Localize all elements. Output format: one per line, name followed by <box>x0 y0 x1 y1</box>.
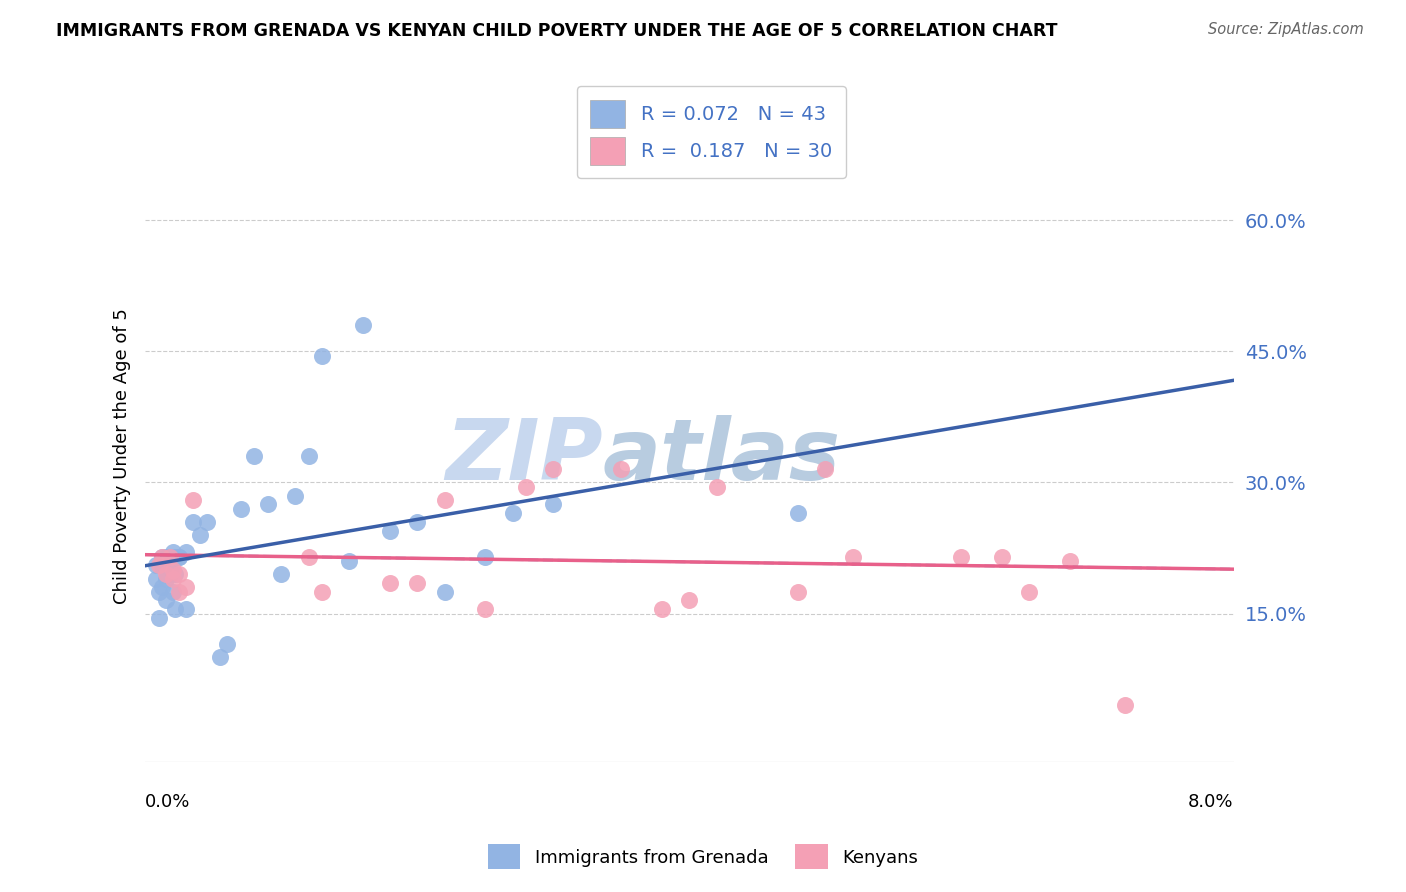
Point <box>155 572 177 586</box>
Point <box>150 549 173 564</box>
Point <box>515 480 537 494</box>
Point <box>1114 698 1136 713</box>
Point <box>188 528 211 542</box>
Point <box>1059 554 1081 568</box>
Point <box>337 554 360 568</box>
Point <box>433 492 456 507</box>
Point <box>311 349 333 363</box>
Point <box>145 572 167 586</box>
Point <box>215 637 238 651</box>
Legend: R = 0.072   N = 43, R =  0.187   N = 30: R = 0.072 N = 43, R = 0.187 N = 30 <box>576 87 845 178</box>
Point <box>433 584 456 599</box>
Point <box>174 580 197 594</box>
Point <box>229 501 252 516</box>
Point <box>651 602 673 616</box>
Point <box>155 567 177 582</box>
Point <box>406 515 429 529</box>
Point <box>150 549 173 564</box>
Point <box>243 449 266 463</box>
Point <box>209 650 232 665</box>
Point <box>297 449 319 463</box>
Point <box>181 515 204 529</box>
Point <box>155 549 177 564</box>
Point <box>352 318 374 332</box>
Point <box>148 558 170 573</box>
Point <box>474 549 496 564</box>
Point <box>174 602 197 616</box>
Point <box>162 563 184 577</box>
Point <box>162 584 184 599</box>
Point <box>165 567 187 582</box>
Point <box>155 593 177 607</box>
Point <box>162 545 184 559</box>
Point <box>814 462 837 476</box>
Point <box>159 549 181 564</box>
Point <box>169 549 191 564</box>
Point <box>502 506 524 520</box>
Text: 0.0%: 0.0% <box>145 793 191 811</box>
Point <box>787 506 810 520</box>
Point <box>165 549 187 564</box>
Point <box>159 549 181 564</box>
Point <box>311 584 333 599</box>
Y-axis label: Child Poverty Under the Age of 5: Child Poverty Under the Age of 5 <box>114 309 131 604</box>
Point <box>678 593 700 607</box>
Point <box>1018 584 1040 599</box>
Point <box>543 462 565 476</box>
Point <box>706 480 728 494</box>
Point <box>162 572 184 586</box>
Point <box>150 580 173 594</box>
Point <box>169 549 191 564</box>
Point <box>297 549 319 564</box>
Point <box>145 558 167 573</box>
Text: atlas: atlas <box>602 415 841 498</box>
Point <box>174 545 197 559</box>
Text: Source: ZipAtlas.com: Source: ZipAtlas.com <box>1208 22 1364 37</box>
Point <box>610 462 633 476</box>
Text: ZIP: ZIP <box>444 415 602 498</box>
Point <box>543 497 565 511</box>
Text: 8.0%: 8.0% <box>1188 793 1233 811</box>
Point <box>270 567 292 582</box>
Point <box>841 549 863 564</box>
Point <box>148 611 170 625</box>
Point <box>159 563 181 577</box>
Point <box>169 567 191 582</box>
Point <box>378 576 401 591</box>
Point <box>991 549 1014 564</box>
Point <box>195 515 218 529</box>
Point <box>150 558 173 573</box>
Point <box>474 602 496 616</box>
Point <box>159 567 181 582</box>
Point <box>378 524 401 538</box>
Point <box>950 549 973 564</box>
Legend: Immigrants from Grenada, Kenyans: Immigrants from Grenada, Kenyans <box>478 835 928 879</box>
Point <box>406 576 429 591</box>
Point <box>148 584 170 599</box>
Point <box>284 489 307 503</box>
Point <box>169 584 191 599</box>
Point <box>181 492 204 507</box>
Text: IMMIGRANTS FROM GRENADA VS KENYAN CHILD POVERTY UNDER THE AGE OF 5 CORRELATION C: IMMIGRANTS FROM GRENADA VS KENYAN CHILD … <box>56 22 1057 40</box>
Point <box>787 584 810 599</box>
Point <box>165 602 187 616</box>
Point <box>256 497 278 511</box>
